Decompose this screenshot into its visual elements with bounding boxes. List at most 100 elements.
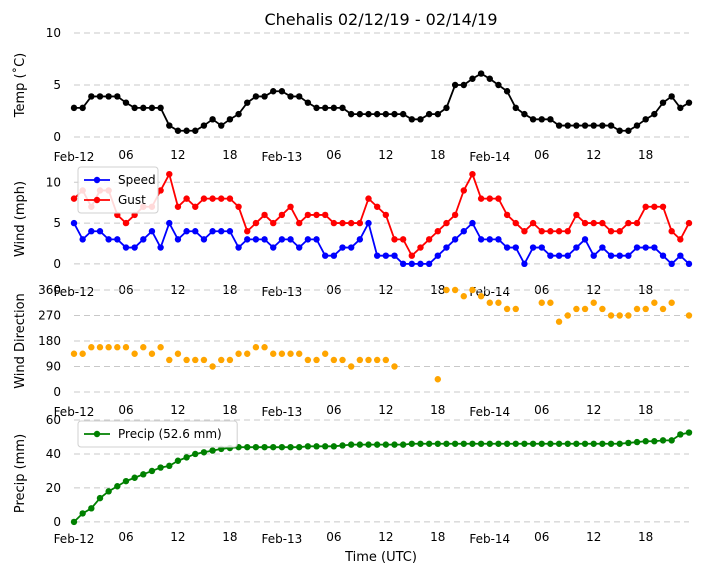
gust-point [244, 228, 251, 235]
direction-point [79, 350, 86, 357]
temp-point [278, 88, 286, 95]
precip-point [564, 440, 571, 447]
precip-point [183, 454, 190, 461]
legend-box [77, 420, 238, 448]
speed-point [599, 244, 606, 251]
gust-point [659, 203, 667, 210]
direction-point [304, 356, 312, 364]
speed-point [399, 260, 407, 268]
speed-point [148, 228, 156, 235]
speed-point [590, 252, 597, 259]
direction-point [633, 305, 641, 313]
speed-point [625, 252, 632, 259]
legend-swatch-marker [93, 430, 101, 438]
temp-point [148, 104, 156, 112]
x-tick-label: 12 [170, 530, 185, 544]
x-tick-label: 06 [534, 148, 549, 162]
speed-point [668, 260, 675, 268]
temp-point [140, 104, 147, 112]
gust-point [399, 236, 407, 243]
x-tick-label: 12 [586, 283, 601, 297]
precip-point [157, 464, 164, 471]
gust-point [581, 219, 589, 227]
speed-point [174, 236, 182, 243]
direction-point [573, 305, 580, 313]
direction-point [131, 350, 138, 357]
speed-point [313, 236, 320, 243]
speed-point [166, 219, 173, 227]
temp-point [296, 93, 303, 100]
direction-point [659, 305, 667, 313]
gust-point [391, 236, 398, 243]
direction-point [451, 286, 459, 294]
temp-point [218, 122, 225, 129]
gust-point [495, 195, 502, 202]
direction-point [166, 356, 173, 364]
temp-point [417, 116, 424, 123]
legend-swatch-marker [93, 176, 101, 184]
speed-point [469, 219, 476, 227]
temp-point [96, 93, 104, 100]
direction-point [339, 356, 346, 364]
y-tick-label: 20 [46, 481, 61, 495]
temp-point [365, 110, 372, 118]
speed-point [296, 244, 303, 251]
temp-point [114, 93, 121, 100]
precip-point [278, 443, 286, 451]
precip-point [79, 510, 86, 517]
gust-point [356, 219, 364, 227]
gust-series-line [73, 171, 690, 258]
precip-point [321, 443, 329, 450]
direction-point [547, 299, 554, 306]
precip-point [451, 440, 459, 447]
y-tick-label: 60 [46, 413, 61, 427]
temp-point [330, 104, 338, 112]
x-tick-label: 12 [378, 148, 393, 162]
speed-point [547, 252, 554, 259]
figure-title: Chehalis 02/12/19 - 02/14/19 [264, 10, 497, 29]
gust-point [547, 228, 554, 235]
precip-point [668, 437, 675, 444]
gust-point [174, 203, 182, 210]
x-tick-label: 06 [326, 148, 341, 162]
gust-point [677, 236, 684, 243]
precip-point [304, 443, 312, 450]
speed-point [677, 252, 684, 259]
precip-point [659, 437, 667, 444]
direction-point [114, 344, 121, 351]
temp-point [391, 110, 398, 118]
speed-point [633, 244, 641, 251]
speed-point [538, 244, 545, 251]
temperature-panel: 0 5 10 Feb-12 06 12 18 Feb-13 06 12 18 Feb-14 06 12 18… [12, 26, 693, 164]
precip-point [685, 429, 693, 436]
gust-point [625, 219, 632, 227]
direction-point [443, 286, 450, 294]
x-tick-label: 06 [118, 530, 133, 544]
y-tick-label: 90 [46, 360, 61, 374]
direction-point [278, 350, 286, 357]
direction-point [313, 356, 320, 364]
precip-point [590, 440, 597, 447]
x-tick-label: 12 [378, 530, 393, 544]
speed-point [581, 236, 589, 243]
gust-point [373, 203, 381, 210]
speed-point [218, 228, 225, 235]
precip-point [443, 440, 450, 447]
precip-point [477, 440, 485, 447]
temp-point [677, 104, 684, 112]
speed-point [417, 260, 424, 268]
gust-point [529, 219, 537, 227]
temp-point [70, 104, 78, 112]
x-tick-label: Feb-12 [54, 405, 95, 419]
x-tick-label: 12 [586, 403, 601, 417]
speed-point [356, 236, 364, 243]
temp-point [659, 99, 667, 106]
x-tick-label: 18 [638, 403, 653, 417]
precip-point [417, 440, 424, 447]
speed-point [434, 252, 442, 259]
precip-point [382, 441, 390, 448]
temp-point [651, 110, 658, 118]
precip-point [252, 443, 260, 451]
direction-point [668, 299, 675, 306]
direction-point [460, 293, 467, 300]
